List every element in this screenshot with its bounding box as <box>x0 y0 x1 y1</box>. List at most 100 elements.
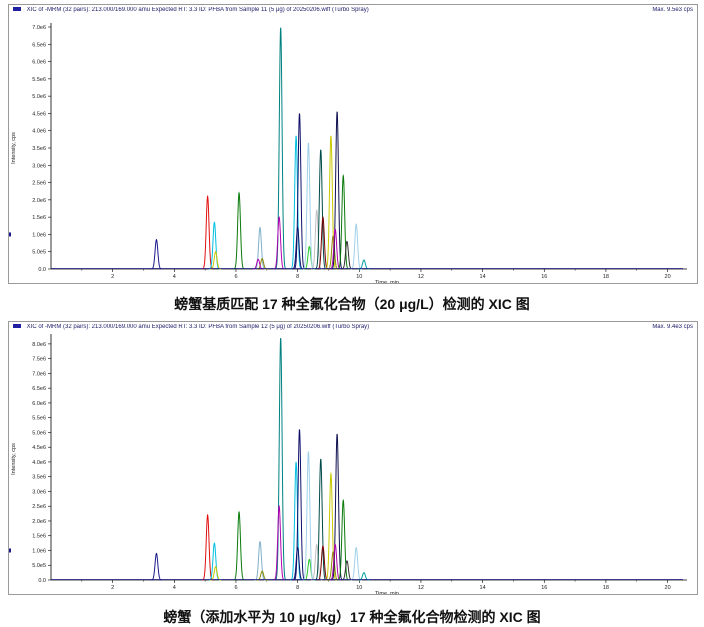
y-axis-label: Intensity, cps <box>11 132 17 164</box>
y-tick-label: 1.0e6 <box>32 232 46 238</box>
chromatogram-peak <box>254 226 266 270</box>
x-tick-label: 16 <box>541 585 547 591</box>
y-tick-label: 5.0e5 <box>32 250 46 256</box>
x-tick-label: 12 <box>418 274 424 280</box>
x-tick-label: 14 <box>480 274 486 280</box>
chromatogram-peak <box>201 195 214 270</box>
series-legend-swatch <box>13 324 21 329</box>
chromatogram-peak <box>337 498 349 581</box>
chromatogram-peak <box>325 471 337 581</box>
xic-panel-spiked-sample: XIC of -MRM (32 pairs): 213.000/169.000 … <box>8 321 698 595</box>
chromatogram-peak <box>350 223 362 270</box>
chromatogram-peak <box>337 173 349 270</box>
chart-header: XIC of -MRM (32 pairs): 213.000/169.000 … <box>13 7 693 16</box>
series-legend-swatch <box>13 7 21 12</box>
y-tick-label: 2.0e6 <box>32 519 46 525</box>
chromatogram-peak <box>325 135 337 270</box>
chromatogram-peak <box>315 149 327 270</box>
y-tick-label: 5.5e6 <box>32 77 46 83</box>
y-tick-label: 5.0e6 <box>32 430 46 436</box>
y-tick-label: 4.5e6 <box>32 445 46 451</box>
x-tick-label: 4 <box>173 274 176 280</box>
y-tick-label: 6.5e6 <box>32 386 46 392</box>
y-tick-label: 4.0e6 <box>32 460 46 466</box>
y-tick-label: 3.5e6 <box>32 475 46 481</box>
chromatogram-peak <box>150 552 162 581</box>
y-tick-label: 0.0 <box>38 267 46 273</box>
chromatogram-peak <box>311 543 323 581</box>
y-tick-label: 1.5e6 <box>32 215 46 221</box>
y-tick-label: 2.5e6 <box>32 504 46 510</box>
x-tick-label: 12 <box>418 585 424 591</box>
y-tick-label: 2.0e6 <box>32 198 46 204</box>
max-cps-label: Max. 9.4e3 cps <box>652 324 693 330</box>
y-tick-label: 3.5e6 <box>32 146 46 152</box>
y-tick-label: 6.0e6 <box>32 401 46 407</box>
y-tick-label: 4.5e6 <box>32 111 46 117</box>
chromatogram-peak <box>302 451 315 581</box>
y-tick-label: 6.0e6 <box>32 60 46 66</box>
y-marker-icon <box>9 548 11 553</box>
chromatogram-peak <box>208 221 220 270</box>
y-tick-label: 8.0e6 <box>32 342 46 348</box>
x-tick-label: 6 <box>234 585 237 591</box>
y-marker-icon <box>9 232 11 237</box>
x-tick-label: 18 <box>603 274 609 280</box>
chart-header: XIC of -MRM (32 pairs): 213.000/169.000 … <box>13 324 693 333</box>
chromatogram-peak <box>208 542 220 581</box>
chromatogram-peak <box>331 111 343 270</box>
y-tick-label: 5.0e6 <box>32 94 46 100</box>
figure-caption: 螃蟹（添加水平为 10 μg/kg）17 种全氟化合物检测的 XIC 图 <box>163 609 541 625</box>
chromatogram-peak <box>274 27 287 270</box>
chromatogram-peak <box>350 546 362 581</box>
y-tick-label: 7.0e6 <box>32 371 46 377</box>
chromatogram-peak <box>233 510 245 581</box>
x-tick-label: 18 <box>603 585 609 591</box>
chromatogram-peak <box>293 113 306 270</box>
chromatogram-peak <box>274 337 287 581</box>
x-tick-label: 2 <box>111 274 114 280</box>
xic-chart: 0.0 5.0e5 1.0e6 1.5e6 2.0e6 2.5e6 3.0e6 3.5e6 4.… <box>9 23 687 283</box>
y-tick-label: 7.0e6 <box>32 25 46 31</box>
chromatogram-peak <box>202 513 214 581</box>
chromatogram-peak <box>150 238 162 270</box>
xic-panel-matrix-matched: XIC of -MRM (32 pairs): 213.000/169.000 … <box>8 4 698 284</box>
chromatogram-peak <box>292 546 304 581</box>
x-tick-label: 16 <box>541 274 547 280</box>
figure-caption: 螃蟹基质匹配 17 种全氟化合物（20 μg/L）检测的 XIC 图 <box>174 296 530 312</box>
chromatogram-peak <box>273 504 285 581</box>
y-tick-label: 5.0e5 <box>32 563 46 569</box>
chromatogram-peak <box>327 235 339 270</box>
chart-header-text: XIC of -MRM (32 pairs): 213.000/169.000 … <box>26 7 369 13</box>
chromatogram-peak <box>290 135 302 270</box>
x-tick-label: 10 <box>356 585 362 591</box>
x-tick-label: 4 <box>173 585 176 591</box>
y-tick-label: 1.5e6 <box>32 534 46 540</box>
x-axis-label: Time, min <box>375 591 399 594</box>
chromatogram-peak <box>233 191 245 270</box>
xic-chart: 0.0 5.0e5 1.0e6 1.5e6 2.0e6 2.5e6 3.0e6 3.5e6 4.… <box>9 334 687 594</box>
chromatogram-peak <box>292 226 304 270</box>
chromatogram-peak <box>254 540 266 581</box>
x-axis-label: Time, min <box>375 280 399 283</box>
x-tick-label: 6 <box>234 274 237 280</box>
chart-header-text: XIC of -MRM (32 pairs): 213.000/169.000 … <box>26 324 370 330</box>
x-tick-label: 8 <box>296 274 299 280</box>
y-tick-label: 1.0e6 <box>32 548 46 554</box>
chromatogram-peak <box>273 216 285 270</box>
chromatogram-peak <box>315 458 327 581</box>
chromatogram-peak <box>331 433 343 581</box>
y-tick-label: 4.0e6 <box>32 129 46 135</box>
y-tick-label: 3.0e6 <box>32 163 46 169</box>
chromatogram-peak <box>302 142 315 270</box>
y-tick-label: 6.5e6 <box>32 42 46 48</box>
x-tick-label: 14 <box>480 585 486 591</box>
x-tick-label: 20 <box>665 274 671 280</box>
x-tick-label: 10 <box>356 274 362 280</box>
y-tick-label: 3.0e6 <box>32 489 46 495</box>
chromatogram-peak <box>293 429 306 581</box>
chromatogram-peak <box>311 209 323 270</box>
x-tick-label: 8 <box>296 585 299 591</box>
max-cps-label: Max. 9.5e3 cps <box>652 7 693 13</box>
x-tick-label: 20 <box>665 585 671 591</box>
